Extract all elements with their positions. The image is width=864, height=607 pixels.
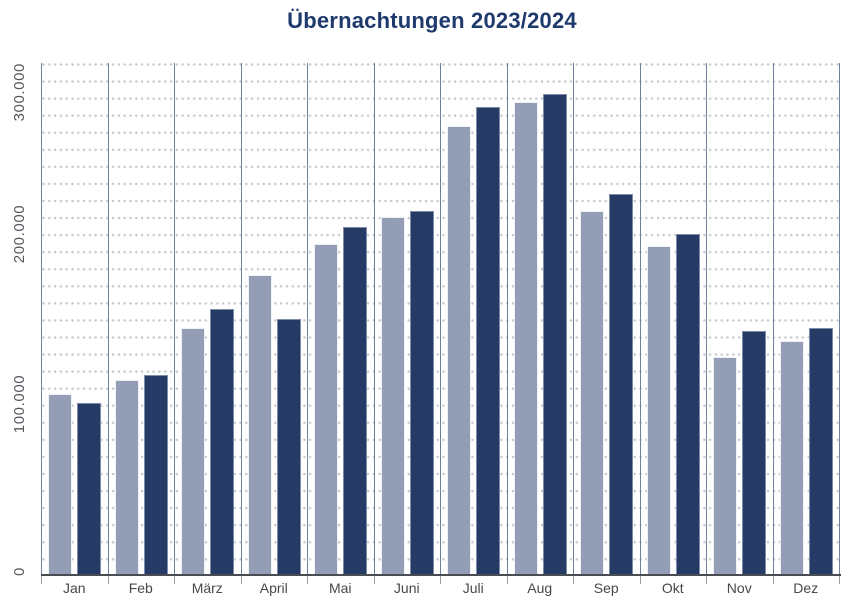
month-group-April [242, 63, 308, 575]
x-axis-tick [174, 576, 175, 584]
x-axis-label-April: April [259, 580, 288, 596]
y-axis-tick-label: 200.000 [11, 204, 28, 263]
bar-2023-Aug[interactable] [513, 102, 538, 575]
x-axis-label-Feb: Feb [128, 580, 153, 596]
y-axis-tick-label: 300.000 [11, 63, 28, 122]
bar-2024-Mai[interactable] [343, 226, 368, 575]
x-axis-line [41, 574, 841, 576]
month-group-Jan [42, 63, 109, 575]
y-axis-tick-label: 100.000 [11, 375, 28, 434]
x-axis-label-Okt: Okt [661, 580, 684, 596]
bar-2023-Sep[interactable] [580, 211, 605, 575]
bar-2023-Nov[interactable] [713, 356, 738, 575]
bar-2024-Okt[interactable] [675, 233, 700, 575]
x-axis-labels: Jan Feb März April Mai Juni Juli Aug Sep Okt Nov De… [41, 580, 839, 596]
bar-2023-Dez[interactable] [779, 341, 804, 575]
x-axis-tick [41, 576, 42, 584]
x-axis-tick [839, 576, 840, 584]
month-group-Dez [774, 63, 840, 575]
bar-2023-Jan[interactable] [48, 394, 73, 575]
month-group-März [175, 63, 242, 575]
bar-2024-Dez[interactable] [808, 327, 833, 575]
month-group-Juni [375, 63, 441, 575]
bar-2023-Juli[interactable] [447, 126, 472, 575]
bar-2023-März[interactable] [181, 327, 206, 575]
x-axis-tick [107, 576, 109, 584]
x-axis-tick [706, 576, 707, 584]
month-group-Feb [109, 63, 175, 575]
month-group-Aug [508, 63, 574, 575]
bar-2024-Jan[interactable] [77, 402, 102, 575]
x-axis-label-Dez: Dez [793, 580, 819, 596]
x-axis-label-Juli: Juli [462, 580, 484, 596]
bar-2023-Mai[interactable] [314, 243, 339, 575]
bar-2024-Feb[interactable] [143, 375, 168, 575]
x-axis-label-Mai: Mai [328, 580, 352, 596]
x-axis-label-Nov: Nov [726, 580, 752, 596]
x-axis-tick [772, 576, 774, 584]
bar-2024-Juli[interactable] [476, 107, 501, 575]
x-axis-label-Aug: Aug [527, 580, 553, 596]
x-axis-tick [639, 576, 641, 584]
bar-2024-Juni[interactable] [409, 211, 434, 575]
y-axis-tick-label: 0 [11, 567, 28, 576]
bar-2023-Juni[interactable] [380, 216, 405, 575]
x-axis-tick [240, 576, 242, 584]
bar-2023-Okt[interactable] [646, 245, 671, 575]
x-axis-label-März: März [191, 580, 223, 596]
bar-2024-Sep[interactable] [609, 194, 634, 575]
chart-title: Übernachtungen 2023/2024 [287, 8, 577, 33]
bar-2024-Nov[interactable] [742, 330, 767, 575]
x-axis-tick [373, 576, 375, 584]
bar-2023-Feb[interactable] [114, 380, 139, 575]
plot-area [41, 63, 840, 575]
month-group-Sep [574, 63, 641, 575]
bar-2024-März[interactable] [210, 308, 235, 575]
bar-2024-Aug[interactable] [542, 93, 567, 575]
month-group-Okt [641, 63, 707, 575]
month-group-Mai [308, 63, 375, 575]
x-axis-label-Jan: Jan [62, 580, 86, 596]
bar-2024-April[interactable] [276, 319, 301, 575]
x-axis-tick [573, 576, 574, 584]
x-axis-tick [506, 576, 508, 584]
x-axis-tick [440, 576, 441, 584]
x-axis-tick [307, 576, 308, 584]
x-axis-label-Sep: Sep [593, 580, 619, 596]
month-group-Nov [707, 63, 774, 575]
month-group-Juli [441, 63, 508, 575]
x-axis-label-Juni: Juni [393, 580, 420, 596]
bar-2023-April[interactable] [247, 274, 272, 575]
